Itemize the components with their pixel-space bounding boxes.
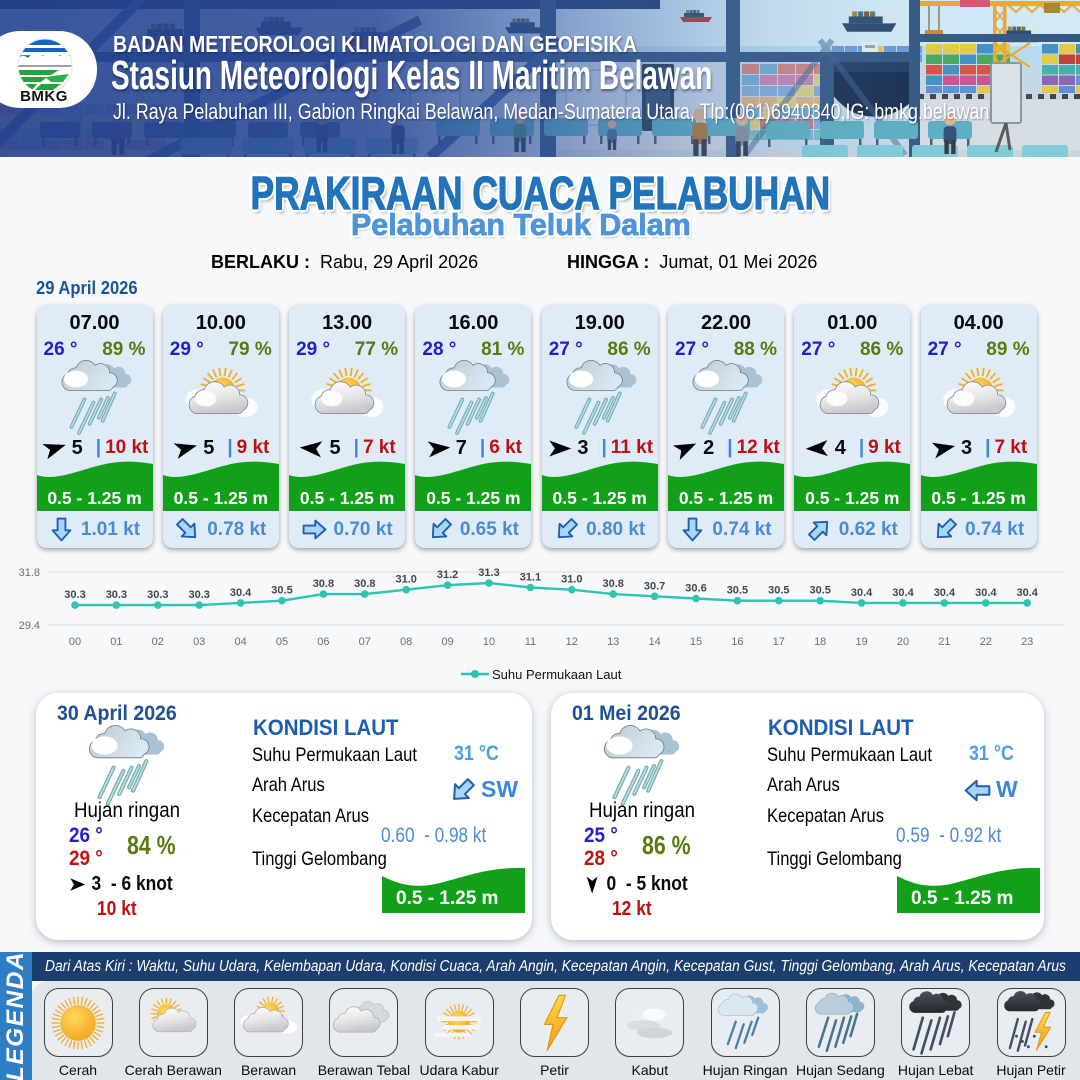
svg-text:07: 07	[359, 636, 371, 648]
svg-text:30.4: 30.4	[934, 587, 956, 599]
svg-text:20: 20	[897, 636, 909, 648]
svg-text:01: 01	[110, 636, 122, 648]
svg-text:31.0: 31.0	[395, 574, 416, 586]
svg-text:12: 12	[566, 636, 578, 648]
svg-text:16: 16	[731, 636, 743, 648]
svg-text:30.4: 30.4	[975, 587, 997, 599]
svg-text:30.5: 30.5	[727, 585, 748, 597]
svg-text:00: 00	[69, 636, 81, 648]
svg-text:30.5: 30.5	[809, 585, 830, 597]
svg-text:08: 08	[400, 636, 412, 648]
svg-text:04: 04	[234, 636, 246, 648]
svg-text:15: 15	[690, 636, 702, 648]
svg-text:30.4: 30.4	[851, 587, 873, 599]
svg-text:23: 23	[1021, 636, 1033, 648]
svg-text:19: 19	[855, 636, 867, 648]
svg-text:13: 13	[607, 636, 619, 648]
svg-text:14: 14	[648, 636, 660, 648]
svg-text:30.5: 30.5	[271, 585, 292, 597]
svg-text:02: 02	[152, 636, 164, 648]
svg-text:30.7: 30.7	[644, 580, 665, 592]
svg-text:30.8: 30.8	[354, 578, 375, 590]
svg-text:30.3: 30.3	[188, 589, 209, 601]
svg-text:17: 17	[773, 636, 785, 648]
svg-text:22: 22	[980, 636, 992, 648]
svg-text:06: 06	[317, 636, 329, 648]
svg-text:30.8: 30.8	[602, 578, 623, 590]
svg-text:30.5: 30.5	[768, 585, 789, 597]
svg-text:30.4: 30.4	[892, 587, 914, 599]
svg-text:30.8: 30.8	[313, 578, 334, 590]
svg-text:30.3: 30.3	[64, 589, 85, 601]
svg-text:18: 18	[814, 636, 826, 648]
svg-text:05: 05	[276, 636, 288, 648]
svg-text:31.1: 31.1	[520, 572, 541, 584]
svg-text:09: 09	[441, 636, 453, 648]
svg-text:10: 10	[483, 636, 495, 648]
svg-text:31.8: 31.8	[19, 567, 40, 579]
svg-text:30.6: 30.6	[685, 583, 706, 595]
svg-text:31.0: 31.0	[561, 574, 582, 586]
svg-text:11: 11	[525, 636, 536, 648]
svg-text:31.3: 31.3	[478, 567, 499, 579]
svg-text:Suhu Permukaan Laut: Suhu Permukaan Laut	[492, 667, 622, 682]
svg-text:30.3: 30.3	[147, 589, 168, 601]
svg-text:31.2: 31.2	[437, 569, 458, 581]
svg-text:29.4: 29.4	[19, 620, 40, 632]
svg-text:21: 21	[938, 636, 950, 648]
svg-text:30.4: 30.4	[1016, 587, 1038, 599]
svg-text:30.3: 30.3	[106, 589, 127, 601]
svg-text:03: 03	[193, 636, 205, 648]
svg-text:30.4: 30.4	[230, 587, 252, 599]
